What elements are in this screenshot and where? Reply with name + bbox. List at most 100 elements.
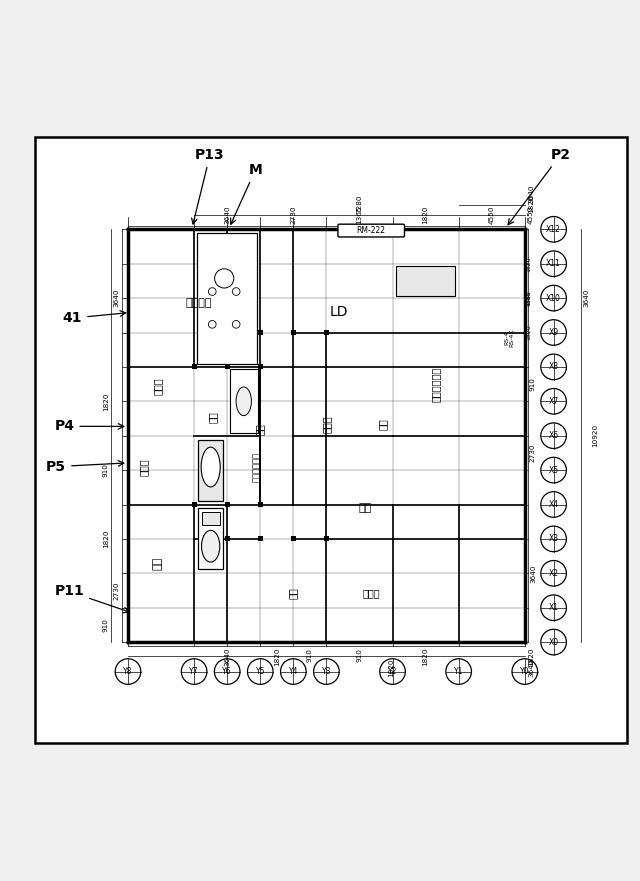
Text: 1820: 1820 [527,255,532,271]
Text: 1820: 1820 [528,195,534,213]
Text: 41: 41 [63,311,126,325]
Text: 1820: 1820 [274,648,280,666]
Text: 910: 910 [530,377,536,391]
Text: 910: 910 [103,618,109,632]
Bar [396,265,456,296]
Bar [291,330,296,335]
Text: X0: X0 [548,638,559,647]
Text: 3640: 3640 [530,564,536,582]
Ellipse shape [236,387,252,416]
Text: X11: X11 [546,259,561,268]
Text: 2730: 2730 [291,205,296,224]
Text: Y8: Y8 [124,667,132,676]
Text: X1: X1 [548,603,559,612]
Text: 4550: 4550 [527,290,532,306]
Text: クローゼット: クローゼット [252,452,260,483]
Text: P4: P4 [54,419,124,433]
Bar [324,330,329,335]
Text: Y6: Y6 [223,667,232,676]
Bar [225,537,230,542]
Bar [225,502,230,507]
Text: 1820: 1820 [527,325,532,340]
Text: クローゼット: クローゼット [430,366,440,402]
Text: 3640: 3640 [528,658,534,677]
Text: 910: 910 [356,648,362,662]
Text: 収納: 収納 [288,587,298,599]
Text: キッチン: キッチン [185,298,212,307]
Text: 玄関: 玄関 [378,418,388,431]
Text: LD: LD [330,306,348,320]
Text: 1820: 1820 [422,648,429,666]
Ellipse shape [201,448,220,487]
Text: P13: P13 [191,148,225,224]
Bar [191,502,196,507]
Text: 1820: 1820 [103,392,109,411]
Text: 1820: 1820 [528,648,534,666]
Text: M: M [230,163,262,224]
Text: Y3: Y3 [322,667,331,676]
Text: 3640: 3640 [224,205,230,224]
Text: 2730: 2730 [530,444,536,463]
Text: X10: X10 [546,293,561,302]
Text: ホール: ホール [321,416,332,433]
Text: 洗面室: 洗面室 [152,377,163,395]
Text: X7: X7 [548,396,559,406]
Text: Y4: Y4 [289,667,298,676]
Text: RS-4: RS-4 [504,331,509,345]
Text: X5: X5 [548,465,559,475]
Text: 3640: 3640 [583,289,589,307]
Bar [258,330,263,335]
Text: Y5: Y5 [255,667,265,676]
Text: X12: X12 [546,225,561,233]
Bar [198,440,223,500]
Text: X9: X9 [548,328,559,337]
Bar [225,365,230,369]
Text: RM-222: RM-222 [356,226,386,235]
Text: 階段: 階段 [255,423,265,435]
Text: Y1: Y1 [454,667,463,676]
Text: 2730: 2730 [113,581,119,600]
FancyBboxPatch shape [338,224,404,237]
Ellipse shape [202,530,220,562]
Text: 3640: 3640 [224,648,230,666]
Text: X4: X4 [548,500,559,509]
Bar [291,537,296,542]
Bar [198,508,223,569]
Bar [225,330,230,335]
Text: 910: 910 [103,463,109,477]
Text: Y2: Y2 [388,667,397,676]
Text: RS-4K: RS-4K [509,329,515,347]
Text: 1820: 1820 [388,658,394,677]
Text: P11: P11 [54,584,129,613]
Text: X2: X2 [548,569,559,578]
Text: 10920: 10920 [593,424,598,448]
Text: P2: P2 [508,148,570,225]
Text: 3640: 3640 [113,289,119,307]
Bar [191,365,196,369]
Text: Y0: Y0 [520,667,529,676]
Bar [258,365,263,369]
Bar [258,502,263,507]
Bar [230,369,258,433]
Text: X3: X3 [548,535,559,544]
Text: 床の間: 床の間 [362,588,380,598]
Text: X8: X8 [548,362,559,372]
Bar [324,537,329,542]
Text: 廈下: 廈下 [208,411,218,423]
Text: 洋室: 洋室 [152,557,163,570]
Text: トイレ: トイレ [138,459,148,477]
Text: 和室: 和室 [358,503,371,513]
Text: 1365: 1365 [527,290,532,306]
Text: 7280: 7280 [356,195,362,213]
Text: 910: 910 [307,648,313,662]
Text: 1365: 1365 [356,205,362,224]
Text: 3640: 3640 [528,184,534,203]
Bar [197,233,257,364]
Text: 1820: 1820 [103,529,109,548]
Text: X6: X6 [548,431,559,440]
Bar [258,537,263,542]
Text: 4550: 4550 [528,205,534,224]
Text: Y7: Y7 [189,667,199,676]
Text: 4550: 4550 [489,205,495,224]
Text: 1820: 1820 [422,205,429,224]
